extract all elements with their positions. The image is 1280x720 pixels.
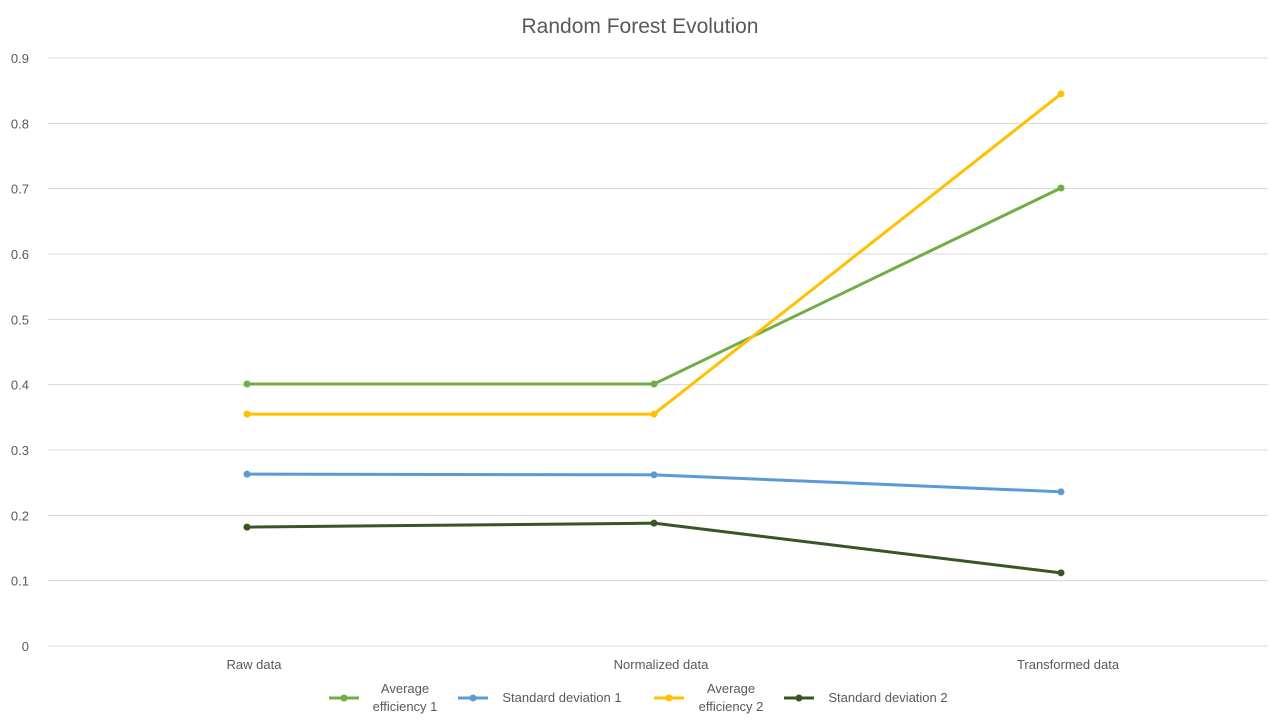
data-point-std_dev_1 (243, 470, 251, 478)
gridlines (48, 57, 1268, 647)
y-tick-label: 0.3 (11, 443, 29, 458)
legend-item-std_dev_2: Standard deviation 2 (784, 690, 948, 705)
data-point-avg_eff_1 (243, 380, 251, 388)
data-point-std_dev_2 (650, 519, 658, 527)
y-tick-label: 0.4 (11, 378, 29, 393)
legend-item-std_dev_1: Standard deviation 1 (458, 690, 622, 705)
y-axis-tick-labels: 0 0.1 0.2 0.3 0.4 0.5 0.6 0.7 0.8 0.9 (11, 51, 29, 654)
data-point-avg_eff_2 (243, 410, 251, 418)
legend-swatch-marker (795, 694, 803, 702)
legend-swatch-marker (340, 694, 348, 702)
chart-title: Random Forest Evolution (522, 15, 759, 38)
legend-label: efficiency 2 (699, 699, 764, 714)
legend-swatch-marker (469, 694, 477, 702)
data-point-avg_eff_1 (650, 380, 658, 388)
legend-label: Standard deviation 1 (502, 690, 621, 705)
y-tick-label: 0.7 (11, 182, 29, 197)
x-tick-label: Transformed data (1017, 657, 1120, 672)
data-point-std_dev_1 (650, 471, 658, 479)
data-point-avg_eff_2 (1057, 90, 1065, 98)
x-tick-label: Raw data (227, 657, 283, 672)
x-axis-tick-labels: Raw data Normalized data Transformed data (227, 657, 1120, 672)
legend-label: efficiency 1 (373, 699, 438, 714)
y-tick-label: 0.2 (11, 508, 29, 523)
series-std_dev_2 (243, 519, 1065, 577)
series-avg_eff_1 (243, 184, 1065, 388)
legend-label: Average (707, 681, 755, 696)
series-lines (243, 90, 1065, 577)
data-point-std_dev_2 (1057, 569, 1065, 577)
legend-label: Standard deviation 2 (828, 690, 947, 705)
data-point-std_dev_1 (1057, 488, 1065, 496)
legend-item-avg_eff_2: Average efficiency 2 (654, 681, 763, 714)
y-tick-label: 0 (22, 639, 29, 654)
y-tick-label: 0.9 (11, 51, 29, 66)
series-line-avg_eff_1 (245, 186, 1063, 386)
legend-swatch-marker (665, 694, 673, 702)
data-point-std_dev_2 (243, 523, 251, 531)
y-tick-label: 0.1 (11, 574, 29, 589)
y-tick-label: 0.6 (11, 247, 29, 262)
legend: Average efficiency 1 Standard deviation 1 A… (329, 681, 948, 714)
series-avg_eff_2 (243, 90, 1065, 418)
legend-item-avg_eff_1: Average efficiency 1 (329, 681, 437, 714)
series-line-std_dev_2 (245, 521, 1063, 575)
y-tick-label: 0.5 (11, 312, 29, 327)
x-tick-label: Normalized data (614, 657, 709, 672)
series-std_dev_1 (243, 470, 1065, 496)
legend-label: Average (381, 681, 429, 696)
data-point-avg_eff_1 (1057, 184, 1065, 192)
data-point-avg_eff_2 (650, 410, 658, 418)
y-tick-label: 0.8 (11, 116, 29, 131)
